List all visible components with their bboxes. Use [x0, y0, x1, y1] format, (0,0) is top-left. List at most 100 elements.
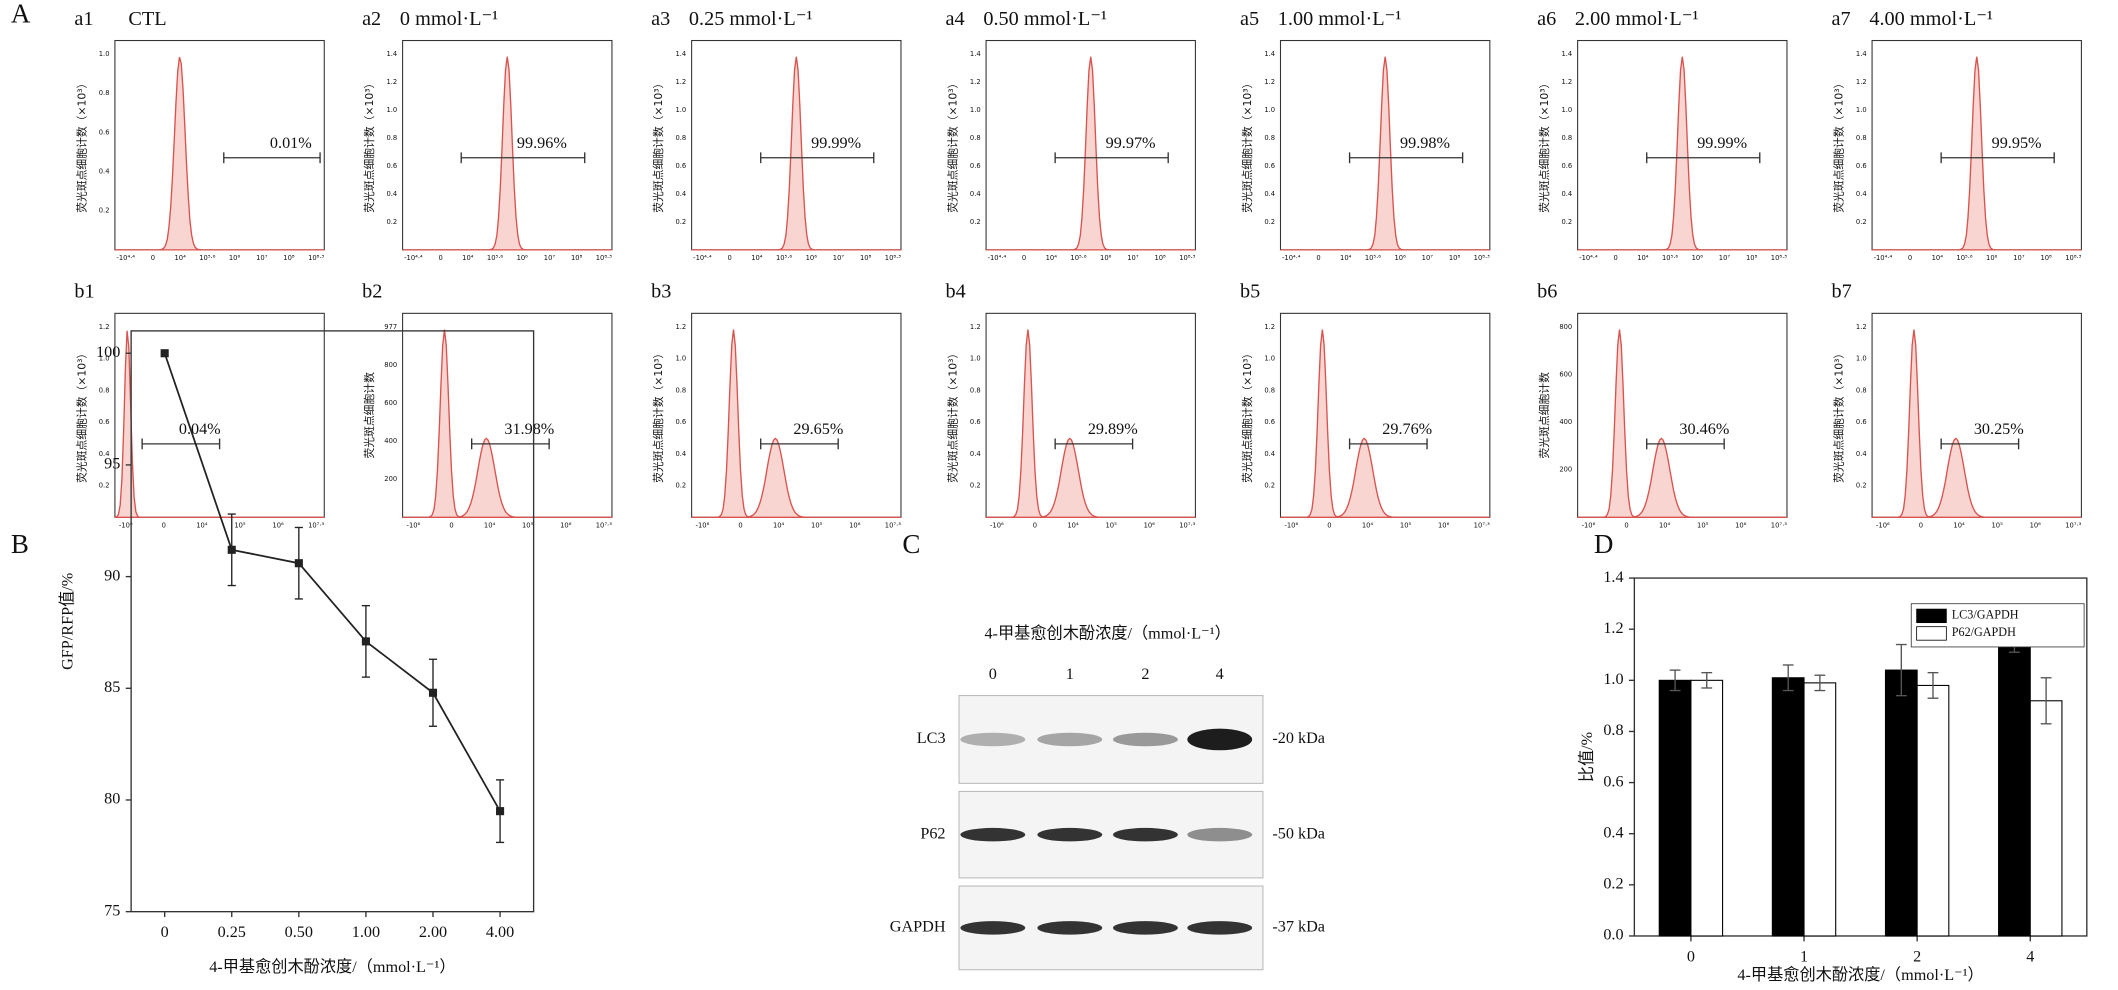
y-tick-label: 0.6: [970, 162, 981, 170]
y-axis-label: 荧光斑点细胞计数: [1537, 372, 1551, 459]
panel-id: b2: [362, 281, 382, 303]
y-tick-label: 1.0: [386, 106, 397, 114]
y-tick-label: 0.4: [386, 190, 397, 198]
panel-title: CTL: [128, 8, 166, 30]
histogram: [1872, 329, 2082, 518]
y-tick-label: 0.8: [99, 89, 110, 97]
y-tick-label: 75: [104, 901, 120, 919]
panel-title: 2.00 mmol·L⁻¹: [1575, 8, 1699, 30]
y-tick-label: 1.0: [1856, 106, 1867, 114]
y-tick-label: 0.8: [675, 134, 686, 142]
y-tick-label: 1.0: [970, 106, 981, 114]
y-tick-label: 1.0: [970, 355, 981, 363]
blot-row-name: LC3: [917, 729, 946, 747]
panel-title: 1.00 mmol·L⁻¹: [1278, 8, 1402, 30]
y-tick-label: 0.4: [1856, 450, 1867, 458]
histogram: [691, 56, 901, 251]
x-tick-label: 10⁶: [1100, 254, 1112, 262]
x-tick-label: 10⁴: [484, 521, 496, 529]
lane-label: 0: [989, 665, 997, 683]
gate-percent: 0.01%: [270, 134, 312, 152]
y-tick-label: 0.4: [1264, 190, 1275, 198]
y-axis-label: 荧光斑点细胞计数（×10³）: [1537, 78, 1551, 213]
x-tick-label: 10⁴: [1067, 521, 1079, 529]
plot-frame: [402, 312, 613, 518]
plot-frame: [691, 312, 902, 518]
y-tick-label: 600: [1559, 370, 1572, 378]
legend-label: P62/GAPDH: [1952, 625, 2016, 639]
y-tick-label: 0.8: [1856, 386, 1867, 394]
point: [160, 349, 169, 358]
panel-title: 0 mmol·L⁻¹: [400, 8, 498, 30]
panel-title: 0.50 mmol·L⁻¹: [983, 8, 1107, 30]
histogram: [402, 56, 612, 251]
gate-percent: 29.65%: [793, 420, 843, 438]
x-tick-label: 0: [438, 254, 442, 262]
point: [361, 637, 370, 646]
x-tick-label: -10⁴·⁴: [1579, 254, 1598, 262]
blot-band: [1187, 827, 1253, 842]
histogram: [986, 329, 1196, 518]
blot-band: [1113, 827, 1178, 842]
x-axis-label: 4-甲基愈创木酚浓度/（mmol·L⁻¹）: [209, 958, 455, 976]
panel-id: b3: [651, 281, 671, 303]
x-tick-label: 10⁵: [1697, 521, 1709, 529]
histogram: [1872, 56, 2082, 251]
x-tick-label: 10⁴: [1659, 521, 1671, 529]
blot-band: [1037, 732, 1103, 747]
x-tick-label: 10⁸·³: [308, 254, 324, 262]
x-axis-label: 4-甲基愈创木酚浓度/（mmol·L⁻¹）: [1737, 966, 1983, 984]
x-tick-label: -10⁴·⁴: [988, 254, 1007, 262]
x-tick-label: 10⁷·³: [1474, 521, 1490, 529]
plot-frame: [130, 330, 535, 913]
bar: [1998, 641, 2031, 937]
y-tick-label: 1.2: [1264, 78, 1275, 86]
y-tick-label: 1.0: [1856, 355, 1867, 363]
y-tick-label: 0.8: [386, 134, 397, 142]
x-tick-label: 10⁵·⁶: [1956, 254, 1972, 262]
y-tick-label: 1.0: [1561, 106, 1572, 114]
x-tick-label: 10⁵·⁶: [199, 254, 215, 262]
y-tick-label: 0.8: [99, 386, 110, 394]
blot-band: [960, 921, 1026, 935]
y-tick-label: 1.2: [1856, 323, 1867, 331]
panel-title: 0.25 mmol·L⁻¹: [689, 8, 813, 30]
y-tick-label: 1.2: [1603, 619, 1623, 637]
x-tick-label: 10⁷: [256, 254, 268, 262]
x-tick-label: 10⁷·³: [1771, 521, 1787, 529]
y-tick-label: 0.4: [970, 450, 981, 458]
point: [227, 545, 236, 554]
x-tick-label: 10⁴: [1340, 254, 1352, 262]
x-tick-label: 10⁵: [234, 521, 246, 529]
x-tick-label: 10⁷: [1422, 254, 1434, 262]
x-tick-label: 10⁶: [1394, 254, 1406, 262]
blot-row-name: GAPDH: [890, 918, 946, 936]
x-tick-label: 10⁵·⁶: [1365, 254, 1381, 262]
gate-percent: 29.89%: [1088, 420, 1138, 438]
y-tick-label: 1.2: [1561, 78, 1572, 86]
x-tick-label: 10⁸·³: [2065, 254, 2081, 262]
x-tick-label: 10⁶: [1986, 254, 1998, 262]
x-tick-label: 10⁸·³: [1179, 254, 1195, 262]
x-tick-label: 10⁸: [1746, 254, 1758, 262]
point: [294, 559, 303, 568]
gate-percent: 99.97%: [1106, 134, 1156, 152]
y-axis-label: 荧光斑点细胞计数（×10³）: [362, 78, 376, 213]
y-tick-label: 0.2: [1856, 482, 1867, 490]
y-tick-label: 0.6: [1603, 772, 1623, 790]
gate-percent: 29.76%: [1382, 420, 1432, 438]
x-tick-label: 0: [151, 254, 155, 262]
y-tick-label: 0.6: [675, 418, 686, 426]
y-tick-label: 1.4: [1603, 568, 1623, 586]
y-axis-label: 荧光斑点细胞计数（×10³）: [1240, 348, 1254, 483]
y-tick-label: 0.2: [675, 218, 686, 226]
panel-id: a3: [651, 8, 670, 30]
y-tick-label: 1.2: [1856, 78, 1867, 86]
blot-band: [960, 827, 1026, 842]
x-tick-label: -10⁴·⁴: [404, 254, 423, 262]
y-tick-label: 0.2: [1561, 218, 1572, 226]
legend-swatch: [1916, 608, 1947, 624]
x-tick-label: 10⁵: [522, 521, 534, 529]
gate-percent: 99.95%: [1992, 134, 2042, 152]
x-tick-label: 10⁶: [560, 521, 572, 529]
